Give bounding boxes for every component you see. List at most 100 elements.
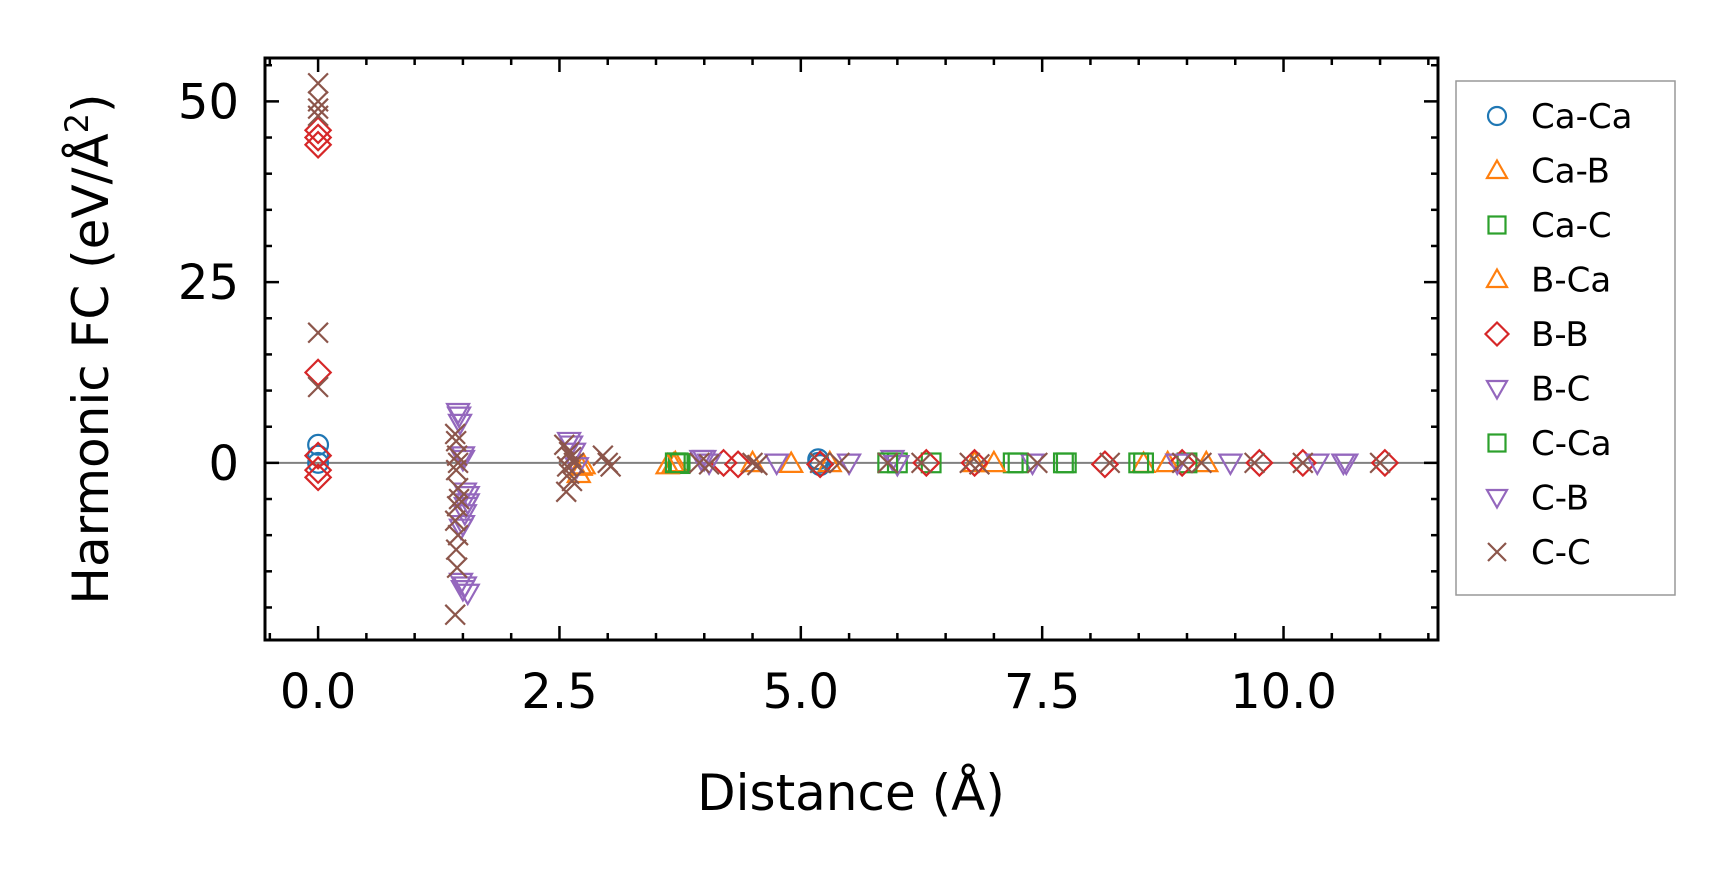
data-point-c-c-18 [444,604,466,626]
data-point-c-c-32 [741,452,764,474]
data-point-b-c-7 [448,572,474,596]
y-axis-label: Harmonic FC (eV/Å2) [58,93,120,604]
legend-items: Ca-Ca Ca-B Ca-C B-Ca B-B B-C C-Ca C-B C-C [1483,97,1632,573]
data-point-b-b-15 [1288,448,1318,478]
legend-label: C-Ca [1531,424,1612,464]
data-point-b-b-6 [303,455,333,485]
data-point-c-b-11 [1333,453,1360,477]
data-point-c-c-5 [307,376,329,398]
y-tick-label: 50 [178,74,239,130]
data-point-c-c-42 [1171,452,1193,474]
data-point-c-c-9 [447,452,469,474]
data-point-c-c-3 [307,105,329,127]
legend-item-ca-c: Ca-C [1487,206,1612,246]
legend-item-c-c: C-C [1487,533,1591,573]
y-axis-label-superscript: 2 [58,113,96,133]
series-b-c [445,402,1357,607]
tick-labels-layer: 0.0 2.5 5.0 7.5 10.0 0 25 50 [178,74,1337,720]
data-point-c-ca-1 [877,452,899,474]
data-point-c-c-43 [1190,452,1213,474]
legend-label: Ca-C [1531,206,1612,246]
data-point-c-c-41 [1099,452,1121,474]
data-point-ca-ca-0 [307,433,330,456]
data-point-c-c-31 [698,453,720,475]
legend-label: C-B [1531,479,1589,519]
ticks-layer [265,58,1438,640]
legend-marker-c-b [1485,488,1509,510]
data-point-c-ca-0 [664,452,686,474]
legend-marker-b-c [1485,379,1509,401]
data-point-c-c-12 [448,488,470,510]
data-point-ca-ca-5 [809,454,832,477]
legend-label: Ca-B [1531,152,1610,192]
data-point-c-ca-4 [1128,452,1150,474]
x-tick-label: 2.5 [521,664,597,720]
data-point-c-c-38 [959,452,981,474]
y-tick-label: 25 [178,255,239,311]
x-tick-label: 10.0 [1230,664,1337,720]
series-b-b [303,116,1400,492]
data-point-c-c-30 [688,452,711,474]
data-point-c-c-26 [555,481,577,503]
data-point-c-c-29 [599,455,622,478]
data-point-b-c-19 [1304,453,1331,477]
y-axis-label-tail: ) [62,93,120,113]
y-tick-label: 0 [208,436,239,492]
legend-item-ca-ca: Ca-Ca [1486,97,1632,137]
series-c-b [446,406,1360,599]
legend-label: B-Ca [1531,261,1611,301]
data-point-b-b-13 [1167,448,1197,478]
data-point-c-b-8 [691,449,718,473]
legend-item-b-b: B-B [1483,315,1589,355]
data-point-c-c-4 [307,322,329,344]
data-point-c-c-37 [910,452,933,474]
data-point-c-b-0 [446,406,472,430]
data-point-c-b-5 [451,576,478,599]
data-point-c-c-34 [809,452,831,474]
data-point-b-c-18 [1217,453,1244,477]
data-point-b-b-4 [303,441,333,470]
data-point-c-c-23 [556,455,578,478]
data-point-b-b-3 [303,358,333,387]
x-tick-label: 7.5 [1004,664,1080,720]
data-point-ca-ca-2 [307,451,330,474]
y-axis-label-main: Harmonic FC (eV/Å [62,133,120,604]
data-point-c-c-14 [444,510,466,532]
legend-marker-c-c [1487,542,1507,562]
data-point-c-c-35 [828,452,851,474]
legend-item-c-ca: C-Ca [1487,424,1612,464]
data-point-c-c-36 [877,452,899,474]
data-point-b-b-2 [303,123,333,152]
x-axis-label: Distance (Å) [697,764,1005,822]
legend-marker-ca-b [1485,158,1509,180]
x-tick-label: 0.0 [280,664,356,720]
legend-item-b-c: B-C [1485,370,1590,410]
data-point-c-c-39 [968,453,991,475]
data-point-b-ca-2 [778,450,805,473]
x-tick-label: 5.0 [763,664,839,720]
series-c-ca [664,452,1150,474]
data-point-b-b-8 [723,450,753,479]
data-point-c-b-6 [556,431,583,455]
legend-item-ca-b: Ca-B [1485,152,1610,192]
data-point-b-b-1 [303,130,333,159]
legend-marker-b-ca [1485,267,1509,289]
data-point-c-c-46 [1369,452,1391,474]
legend-marker-ca-c [1487,215,1507,235]
data-marks-layer [303,72,1400,626]
data-point-c-c-22 [563,452,585,474]
data-point-c-c-17 [446,557,468,579]
data-point-c-c-16 [445,538,467,561]
data-point-b-b-9 [805,450,835,479]
data-point-c-c-44 [1243,452,1266,474]
series-c-c [307,72,1391,626]
data-point-c-c-0 [307,72,329,94]
data-point-b-c-14 [763,453,790,477]
data-point-c-ca-2 [1007,452,1029,474]
legend: Ca-Ca Ca-B Ca-C B-Ca B-B B-C C-Ca C-B C-C [1455,80,1676,596]
data-point-c-c-25 [561,470,583,492]
legend-marker-c-ca [1487,433,1507,453]
data-point-c-c-2 [307,97,329,120]
data-point-b-ca-3 [981,449,1007,473]
